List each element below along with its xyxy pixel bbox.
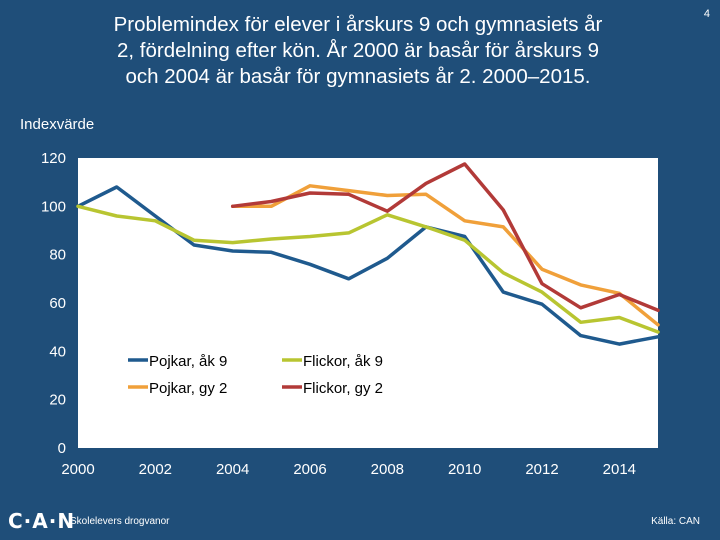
y-tick-label: 120: [41, 150, 66, 167]
title-line-3: och 2004 är basår för gymnasiets år 2. 2…: [125, 65, 591, 88]
title-line-2: 2, fördelning efter kön. År 2000 är baså…: [116, 39, 599, 62]
x-tick-labels: 2000 2002 2004 2006 2008 2010 2012 2014: [61, 461, 636, 478]
title-line-1: Problemindex för elever i årskurs 9 och …: [113, 13, 603, 36]
plot-area: [78, 158, 658, 448]
legend-label: Flickor, gy 2: [303, 380, 383, 397]
slide-number: 4: [703, 8, 710, 20]
legend-label: Pojkar, åk 9: [149, 353, 227, 370]
y-tick-label: 100: [41, 198, 66, 215]
x-tick-label: 2012: [525, 461, 558, 478]
x-tick-label: 2006: [293, 461, 326, 478]
x-tick-label: 2010: [448, 461, 481, 478]
chart-title: Problemindex för elever i årskurs 9 och …: [18, 12, 698, 90]
y-axis-label: Indexvärde: [20, 116, 95, 133]
legend-label: Flickor, åk 9: [303, 353, 383, 370]
legend: Pojkar, åk 9 Flickor, åk 9 Pojkar, gy 2 Fli…: [128, 353, 383, 397]
y-tick-label: 80: [49, 247, 66, 264]
series-line-flickor-gy-2: [230, 162, 660, 313]
footer-source: Källa: CAN: [651, 516, 700, 527]
y-tick-label: 20: [49, 392, 66, 409]
series-lines: [76, 162, 660, 346]
can-logo: C·A·N: [8, 509, 76, 533]
y-tick-labels: 0 20 40 60 80 100 120: [41, 150, 66, 457]
legend-label: Pojkar, gy 2: [149, 380, 227, 397]
y-tick-label: 60: [49, 295, 66, 312]
x-tick-label: 2002: [139, 461, 172, 478]
series-line-flickor-åk-9: [76, 204, 660, 334]
y-tick-label: 40: [49, 343, 66, 360]
y-tick-label: 0: [58, 440, 66, 457]
x-tick-label: 2008: [371, 461, 404, 478]
footer-subtitle: Skolelevers drogvanor: [70, 516, 170, 527]
x-tick-label: 2004: [216, 461, 249, 478]
x-tick-label: 2000: [61, 461, 94, 478]
series-line-pojkar-gy-2: [230, 184, 660, 327]
x-tick-label: 2014: [603, 461, 636, 478]
